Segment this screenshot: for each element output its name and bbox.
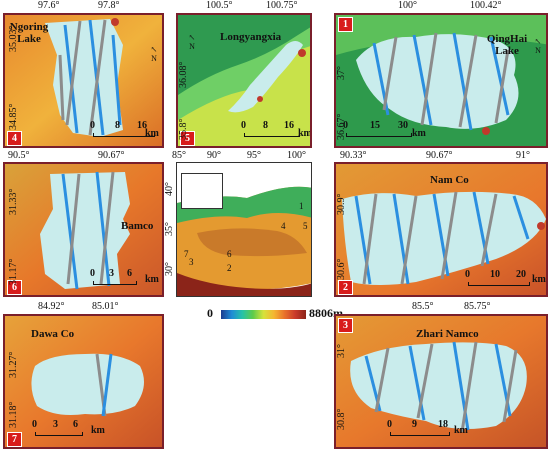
panel-ngoring-lake: Ngoring Lake 4 ↖ N 0 8 16 km (3, 13, 164, 148)
qinghai-lake-water (356, 34, 519, 129)
site-number: 6 (227, 249, 232, 259)
km-longyangxia: km (298, 128, 312, 139)
panel-bamco: Bamco 6 0 3 6 km (3, 162, 164, 297)
scalebar-bamco: 0 3 6 (90, 268, 137, 285)
lon-tick: 100° (398, 0, 417, 11)
km-zhari-namco: km (454, 425, 468, 436)
badge-3: 3 (338, 318, 353, 333)
lon-tick: 100.75° (266, 0, 298, 11)
overview-map: 1 2 3 4 5 6 7 (176, 162, 312, 297)
badge-2: 2 (338, 280, 353, 295)
lon-tick: 90.67° (426, 150, 453, 161)
lat-tick: 30.9° (336, 193, 347, 216)
scalebar-ngoring: 0 8 16 (90, 120, 155, 137)
elevation-colorbar (221, 310, 306, 319)
scalebar-qinghai: 0 15 30 (343, 120, 412, 137)
lon-tick: 100° (287, 150, 306, 161)
lon-tick: 97.6° (38, 0, 60, 11)
lake-name-dawa-co: Dawa Co (31, 328, 75, 340)
badge-5: 5 (180, 131, 195, 146)
lat-tick: 34.85° (8, 103, 19, 131)
bamco-map (5, 164, 162, 295)
lake-name-qinghai: QingHai Lake (486, 33, 528, 57)
lake-name-longyangxia: Longyangxia (220, 31, 282, 43)
km-ngoring: km (145, 128, 159, 139)
qinghai-lake-map (336, 15, 546, 146)
north-arrow-icon: ↖ N (150, 45, 158, 63)
scalebar-longyangxia: 0 8 16 (241, 120, 300, 137)
lat-tick: 40° (164, 182, 175, 196)
km-qinghai: km (412, 128, 426, 139)
site-number: 1 (299, 201, 304, 211)
north-arrow-icon: ↖ N (188, 33, 196, 51)
longyangxia-water (228, 41, 303, 113)
lon-tick: 85.75° (464, 301, 491, 312)
lat-tick: 35.03° (8, 25, 19, 53)
nam-co-map (336, 164, 546, 295)
panel-dawa-co: Dawa Co 7 0 3 6 km (3, 314, 164, 449)
lon-tick: 90.5° (8, 150, 30, 161)
badge-4: 4 (7, 131, 22, 146)
panel-zhari-namco: 3 Zhari Namco 0 9 18 km (334, 314, 548, 449)
km-nam-co: km (532, 274, 546, 285)
badge-7: 7 (7, 432, 22, 447)
scalebar-dawa-co: 0 3 6 (32, 419, 83, 436)
lat-tick: 30° (164, 262, 175, 276)
lon-tick: 100.42° (470, 0, 502, 11)
panel-qinghai-lake: 1 QingHai Lake ↖ N 0 15 30 km (334, 13, 548, 148)
lat-tick: 31.33° (8, 188, 19, 216)
lat-tick: 31.17° (8, 258, 19, 286)
scalebar-zhari-namco: 0 9 18 (387, 419, 450, 436)
km-bamco: km (145, 274, 159, 285)
longyangxia-map (178, 15, 310, 146)
site-number: 4 (281, 221, 286, 231)
lon-tick: 95° (247, 150, 261, 161)
lat-tick: 36.08° (178, 61, 189, 89)
zhari-namco-water (350, 342, 527, 430)
site-number: 3 (189, 257, 194, 267)
lon-tick: 97.8° (98, 0, 120, 11)
lat-tick: 31° (336, 344, 347, 358)
lon-tick: 85° (172, 150, 186, 161)
lat-tick: 36.67° (336, 113, 347, 141)
lon-tick: 91° (516, 150, 530, 161)
lat-tick: 35.8° (178, 118, 189, 141)
zhari-namco-map (336, 316, 546, 447)
site-number: 5 (303, 221, 308, 231)
badge-6: 6 (7, 280, 22, 295)
lake-name-ngoring: Ngoring Lake (9, 21, 49, 45)
panel-longyangxia: Longyangxia ↖ N 5 0 8 16 km (176, 13, 312, 148)
lat-tick: 37° (336, 66, 347, 80)
lat-tick: 35° (164, 222, 175, 236)
lon-tick: 90° (207, 150, 221, 161)
scalebar-nam-co: 0 10 20 (465, 269, 530, 286)
tibetan-plateau-dem (177, 168, 311, 296)
panel-nam-co: Nam Co 2 0 10 20 km (334, 162, 548, 297)
north-arrow-icon: ↖ N (534, 37, 542, 55)
lon-tick: 90.67° (98, 150, 125, 161)
lon-tick: 85.01° (92, 301, 119, 312)
lon-tick: 90.33° (340, 150, 367, 161)
lake-name-zhari-namco: Zhari Namco (416, 328, 479, 340)
lake-name-bamco: Bamco (121, 220, 154, 232)
site-number: 7 (184, 249, 189, 259)
lake-name-nam-co: Nam Co (430, 174, 469, 186)
dawa-co-map (5, 316, 162, 447)
km-dawa-co: km (91, 425, 105, 436)
lon-tick: 100.5° (206, 0, 233, 11)
lat-tick: 30.8° (336, 408, 347, 431)
lon-tick: 84.92° (38, 301, 65, 312)
dawa-co-water (31, 353, 145, 415)
inset-map (181, 173, 223, 209)
lat-tick: 30.6° (336, 258, 347, 281)
lat-tick: 31.18° (8, 401, 19, 429)
lon-tick: 85.5° (412, 301, 434, 312)
nam-co-water (342, 191, 546, 285)
ngoring-lake-map (5, 15, 162, 146)
colorbar-min: 0 (207, 306, 213, 320)
badge-1: 1 (338, 17, 353, 32)
lat-tick: 31.27° (8, 351, 19, 379)
ngoring-lake-water (45, 19, 123, 137)
site-number: 2 (227, 263, 232, 273)
